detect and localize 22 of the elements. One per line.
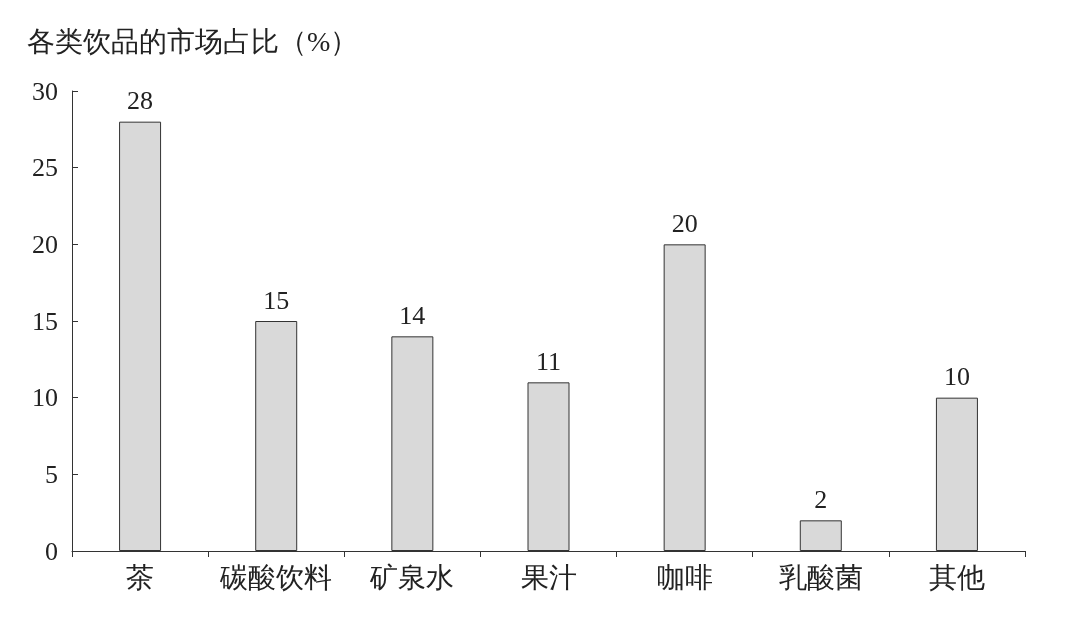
- y-tick-label: 10: [32, 383, 58, 413]
- x-tick-label: 咖啡: [656, 561, 713, 593]
- y-tick-label: 0: [45, 536, 58, 566]
- x-tick-label: 茶: [126, 561, 155, 593]
- data-label: 14: [399, 300, 426, 330]
- x-tick-label: 乳酸菌: [778, 561, 863, 593]
- x-tick-label: 碳酸饮料: [219, 561, 333, 593]
- x-tick-label: 其他: [928, 561, 985, 593]
- x-tick-label: 矿泉水: [369, 561, 455, 593]
- data-label: 11: [535, 346, 562, 376]
- x-tick-label: 果汁: [520, 561, 577, 593]
- data-label: 28: [127, 86, 154, 116]
- data-label: 20: [671, 208, 698, 238]
- y-axis-title: 各类饮品的市场占比（%）: [27, 25, 359, 57]
- y-tick-label: 15: [32, 306, 58, 336]
- data-label: 2: [814, 484, 828, 514]
- y-tick-label: 30: [32, 76, 58, 106]
- y-tick-label: 25: [32, 153, 58, 183]
- data-label: 15: [263, 285, 290, 315]
- data-label: 10: [943, 362, 970, 392]
- y-tick-label: 20: [32, 229, 58, 259]
- y-tick-label: 5: [45, 459, 58, 489]
